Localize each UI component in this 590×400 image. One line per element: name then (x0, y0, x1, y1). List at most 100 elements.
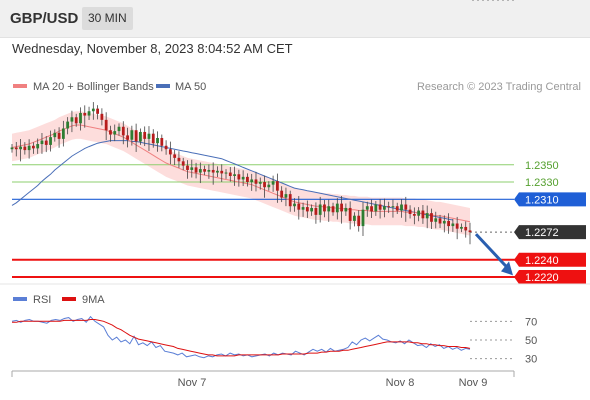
candle (66, 117, 70, 135)
candle (353, 212, 356, 227)
timeframe-badge[interactable]: 30 MIN (82, 7, 133, 30)
candle-body (361, 209, 365, 227)
candle (117, 123, 121, 136)
candle-body (216, 170, 219, 173)
candle-body (66, 121, 70, 129)
candle-body (430, 213, 433, 222)
candle-body (263, 182, 266, 188)
candle-body (53, 132, 57, 138)
candle (430, 208, 433, 229)
candle (288, 190, 292, 212)
bollinger-band-area (12, 111, 470, 236)
candle (228, 167, 232, 182)
candle-body (139, 131, 142, 142)
ma50-legend-label: MA 50 (175, 81, 206, 93)
rsi-ma-line (12, 319, 471, 357)
candle-body (134, 130, 138, 142)
candle-body (168, 149, 172, 155)
candle (293, 198, 296, 212)
candle-body (87, 111, 91, 116)
candle (168, 141, 172, 165)
candle-body (301, 207, 305, 210)
candle (271, 175, 275, 192)
candle-body (117, 126, 121, 132)
candle-body (109, 130, 112, 135)
candle-body (438, 218, 442, 224)
candle (147, 126, 151, 152)
ma20-line (11, 124, 471, 223)
candle-body (293, 203, 296, 207)
candle (207, 164, 211, 179)
candle (19, 139, 22, 162)
rsi-tick-label: 70 (525, 316, 537, 328)
candle (246, 173, 249, 187)
candle (374, 201, 378, 216)
candle (10, 144, 14, 153)
candle (216, 166, 219, 178)
candle-body (344, 207, 348, 212)
candle (391, 199, 395, 218)
projection-arrow-head (501, 261, 513, 276)
candle (323, 200, 326, 218)
current-price-label: 1.2272 (525, 227, 559, 239)
candle (382, 198, 386, 218)
candle (327, 199, 331, 222)
candle-body (36, 144, 40, 149)
candle-body (468, 230, 472, 233)
candle (32, 142, 35, 154)
candle-body (421, 210, 425, 219)
candle-body (160, 138, 164, 146)
support-price-label: 1.2220 (525, 272, 559, 284)
candle-body (408, 209, 412, 214)
candle (434, 211, 438, 229)
candle-body (258, 182, 262, 184)
projection-arrow (474, 233, 513, 276)
candle (331, 202, 335, 216)
candle-body (382, 206, 386, 210)
candle-body (425, 213, 429, 219)
candle-body (186, 165, 189, 170)
candle (284, 187, 288, 207)
resistance-price-label: 1.2330 (525, 177, 559, 189)
candle (203, 165, 207, 176)
candle-body (391, 206, 395, 208)
candle (464, 221, 468, 238)
support-price-tag (514, 252, 586, 267)
candle-body (233, 174, 236, 176)
candle (139, 128, 142, 145)
candle-body (14, 147, 18, 150)
candle-body (451, 223, 455, 227)
candle-body (207, 169, 211, 172)
candle-body (40, 140, 44, 145)
candle (173, 149, 177, 166)
candle-body (387, 206, 391, 208)
candle-body (61, 128, 65, 139)
ma50-legend-swatch (156, 84, 170, 88)
candle (211, 162, 215, 185)
candle-body (70, 117, 74, 122)
candle-body (378, 204, 382, 210)
candle (425, 205, 429, 229)
candle (156, 131, 159, 152)
candle-body (288, 194, 292, 207)
candle (23, 142, 27, 155)
candle-body (395, 206, 399, 211)
candle (344, 203, 348, 216)
candle (460, 223, 463, 233)
candle (318, 196, 322, 223)
candle (109, 125, 112, 142)
candle-body (340, 203, 343, 212)
rsi-line (11, 315, 471, 359)
candle (314, 202, 318, 224)
candle-body (464, 226, 468, 231)
candle (451, 219, 455, 232)
candle-body (121, 126, 125, 136)
candle-body (305, 207, 309, 212)
candle (400, 198, 403, 218)
candle-body (91, 108, 95, 112)
candle-body (447, 220, 450, 227)
candle-body (177, 157, 181, 162)
candle-body (275, 181, 279, 191)
candle-body (190, 167, 194, 170)
candle (27, 139, 31, 159)
